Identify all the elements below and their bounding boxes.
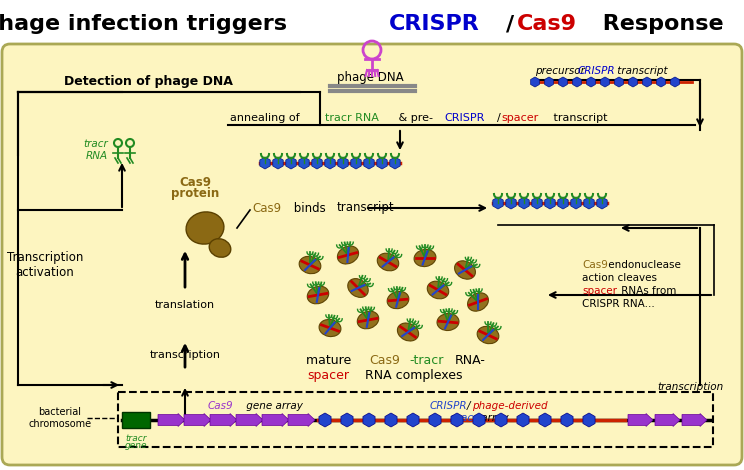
Text: Response: Response	[594, 14, 723, 34]
Ellipse shape	[319, 320, 341, 337]
Ellipse shape	[467, 293, 488, 311]
Ellipse shape	[397, 323, 419, 341]
Text: phage-derived: phage-derived	[472, 401, 548, 411]
Ellipse shape	[357, 311, 379, 329]
FancyBboxPatch shape	[118, 392, 713, 447]
Text: CRISPR: CRISPR	[578, 66, 615, 76]
Text: RNA complexes: RNA complexes	[362, 369, 463, 383]
Text: transcript: transcript	[550, 113, 607, 123]
Text: array: array	[478, 413, 509, 423]
Text: RNAs from: RNAs from	[618, 286, 676, 296]
Text: Cas9: Cas9	[207, 401, 233, 411]
Ellipse shape	[414, 250, 436, 266]
FancyArrow shape	[288, 414, 315, 426]
Ellipse shape	[455, 261, 475, 279]
Text: protein: protein	[171, 187, 219, 199]
Text: Phage infection triggers: Phage infection triggers	[0, 14, 295, 34]
Ellipse shape	[427, 281, 449, 299]
Ellipse shape	[347, 279, 368, 298]
Text: Transcription
activation: Transcription activation	[7, 251, 83, 279]
Text: binds: binds	[290, 202, 326, 214]
FancyBboxPatch shape	[2, 44, 742, 465]
Text: Detection of phage DNA: Detection of phage DNA	[63, 76, 232, 88]
Text: tracr: tracr	[125, 434, 147, 443]
Text: spacer: spacer	[501, 113, 539, 123]
FancyArrow shape	[262, 414, 289, 426]
Text: transcript: transcript	[336, 202, 394, 214]
Text: CRISPR: CRISPR	[388, 14, 479, 34]
Text: spacer: spacer	[307, 369, 349, 383]
Ellipse shape	[377, 253, 399, 271]
Text: tracr RNA: tracr RNA	[325, 113, 379, 123]
FancyArrow shape	[682, 414, 707, 426]
FancyArrow shape	[655, 414, 680, 426]
FancyArrow shape	[628, 414, 653, 426]
Text: Cas9: Cas9	[252, 202, 281, 214]
FancyArrow shape	[158, 414, 185, 426]
Ellipse shape	[299, 256, 321, 274]
Text: Cas9: Cas9	[517, 14, 577, 34]
Text: transcript: transcript	[614, 66, 667, 76]
FancyBboxPatch shape	[122, 412, 150, 428]
FancyArrow shape	[184, 414, 211, 426]
Text: /: /	[467, 401, 470, 411]
Text: translation: translation	[155, 300, 215, 310]
Text: Cas9: Cas9	[179, 175, 211, 188]
Ellipse shape	[307, 286, 329, 304]
Ellipse shape	[387, 291, 409, 309]
Text: gene array: gene array	[243, 401, 303, 411]
Text: -tracr: -tracr	[410, 353, 444, 367]
Text: CRISPR: CRISPR	[430, 401, 468, 411]
Text: Cas9: Cas9	[370, 353, 400, 367]
Text: mature: mature	[306, 353, 355, 367]
Text: phage DNA: phage DNA	[337, 71, 403, 85]
Text: transcription: transcription	[657, 382, 723, 392]
Text: & pre-: & pre-	[395, 113, 433, 123]
Text: spacer: spacer	[450, 413, 485, 423]
Text: precursor: precursor	[535, 66, 588, 76]
Text: tracr
RNA: tracr RNA	[83, 139, 108, 161]
Text: transcription: transcription	[150, 350, 220, 360]
Text: /: /	[497, 113, 501, 123]
Ellipse shape	[209, 239, 231, 257]
Text: bacterial
chromosome: bacterial chromosome	[28, 407, 92, 429]
Ellipse shape	[477, 326, 498, 344]
Text: spacer: spacer	[582, 286, 617, 296]
Ellipse shape	[437, 313, 459, 330]
FancyArrow shape	[236, 414, 263, 426]
Ellipse shape	[186, 212, 224, 244]
Text: RNA-: RNA-	[455, 353, 485, 367]
Text: annealing of: annealing of	[230, 113, 303, 123]
Text: action cleaves: action cleaves	[582, 273, 657, 283]
Text: /: /	[506, 14, 514, 34]
Text: CRISPR RNA...: CRISPR RNA...	[582, 299, 655, 309]
Text: Cas9: Cas9	[582, 260, 608, 270]
Ellipse shape	[337, 246, 359, 264]
Text: CRISPR: CRISPR	[444, 113, 484, 123]
FancyArrow shape	[210, 414, 237, 426]
Text: gene: gene	[125, 441, 147, 450]
Text: endonuclease: endonuclease	[605, 260, 681, 270]
